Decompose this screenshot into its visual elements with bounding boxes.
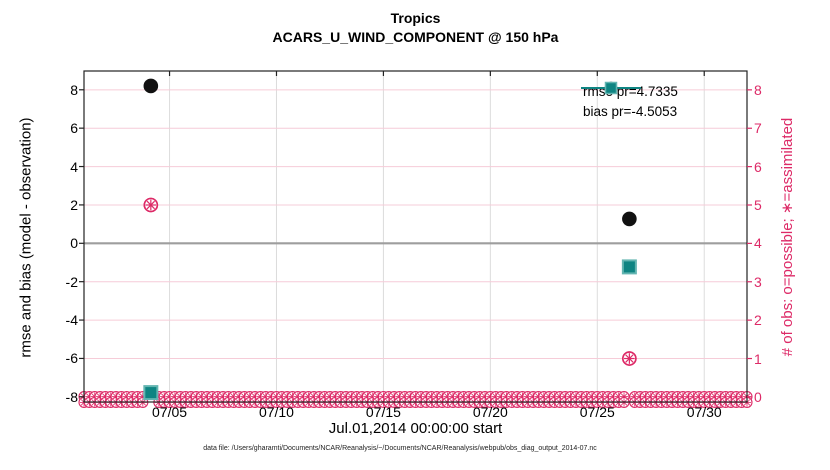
plot-subtitle: ACARS_U_WIND_COMPONENT @ 150 hPa bbox=[272, 29, 559, 45]
obs-assimilated-marker bbox=[625, 354, 634, 363]
left-tick-label: 8 bbox=[70, 81, 78, 98]
x-axis-title: Jul.01,2014 00:00:00 start bbox=[328, 420, 503, 437]
left-axis-title: rmse and bias (model - observation) bbox=[17, 117, 35, 358]
obs-assimilated-marker bbox=[146, 200, 156, 210]
left-tick-label: -4 bbox=[65, 312, 78, 329]
bias-point bbox=[143, 385, 159, 401]
right-tick-label: 5 bbox=[754, 197, 762, 213]
plot-border bbox=[83, 70, 748, 403]
right-tick-label: 8 bbox=[754, 81, 762, 98]
legend-bias-swatch bbox=[581, 81, 641, 95]
legend-item-bias: bias pr=-4.5053 bbox=[580, 81, 678, 121]
left-tick-label: -2 bbox=[65, 273, 78, 290]
right-tick-label: 4 bbox=[754, 235, 762, 252]
legend-bias-label: bias pr=-4.5053 bbox=[583, 103, 678, 119]
right-tick-label: 7 bbox=[754, 120, 762, 137]
x-tick-label: 07/10 bbox=[258, 404, 294, 420]
left-tick-label: -6 bbox=[65, 350, 78, 367]
x-tick-label: 07/30 bbox=[686, 404, 722, 420]
x-tick-label: 07/05 bbox=[152, 404, 188, 420]
x-tick-label: 07/15 bbox=[365, 404, 401, 420]
plot-title: Tropics bbox=[390, 10, 441, 26]
legend: rmse pr=4.7335 bias pr=-4.5053 bbox=[580, 81, 678, 121]
right-tick-label: 2 bbox=[754, 312, 762, 329]
right-tick-label: 3 bbox=[754, 273, 762, 290]
bias-point bbox=[621, 259, 637, 275]
left-tick-label: 6 bbox=[70, 120, 78, 137]
legend-bias-marker bbox=[604, 81, 618, 95]
left-tick-label: 0 bbox=[70, 235, 78, 252]
left-tick-label: 4 bbox=[70, 158, 78, 175]
x-tick-label: 07/20 bbox=[472, 404, 508, 420]
rmse-point bbox=[143, 78, 159, 94]
rmse-point bbox=[622, 211, 637, 227]
right-tick-label: 0 bbox=[754, 388, 762, 405]
data-file-caption: data file: /Users/gharamti/Documents/NCA… bbox=[203, 445, 597, 452]
right-tick-label: 6 bbox=[754, 158, 762, 175]
left-tick-label: 2 bbox=[70, 196, 78, 213]
right-tick-label: 1 bbox=[754, 350, 762, 367]
x-tick-label: 07/25 bbox=[579, 404, 615, 420]
left-tick-label: -8 bbox=[65, 388, 78, 405]
